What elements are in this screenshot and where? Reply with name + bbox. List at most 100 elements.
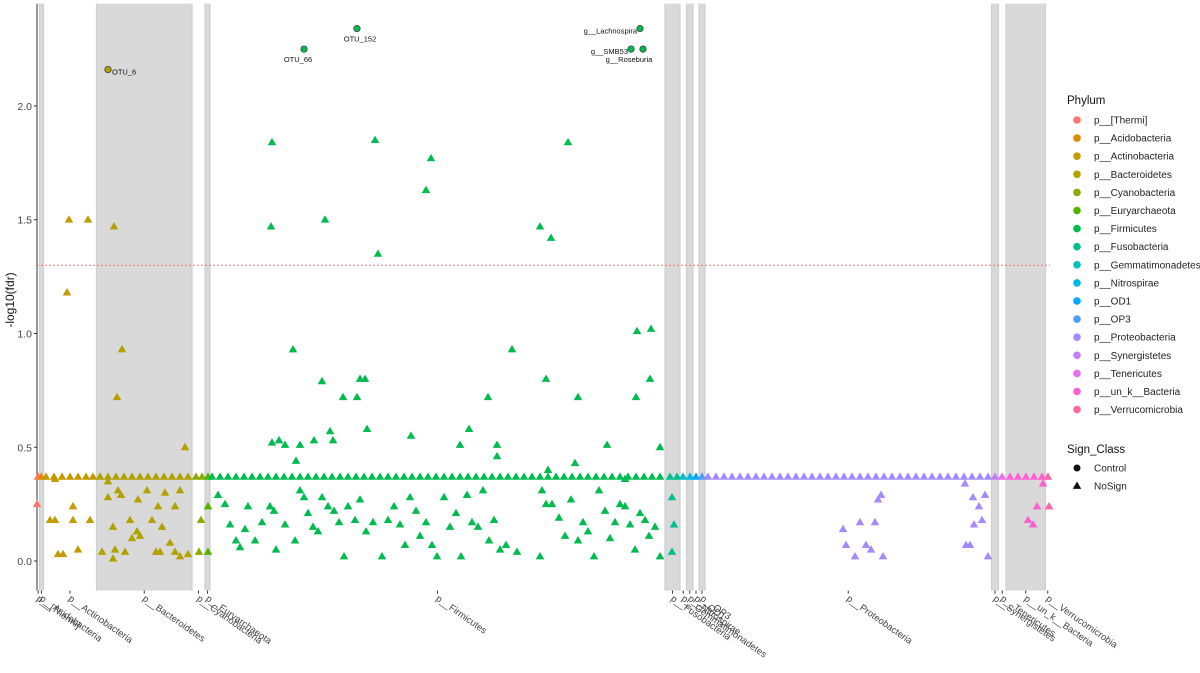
point [815,472,825,480]
point [578,517,588,526]
point [607,472,617,480]
legend-swatch [1073,297,1081,305]
point [267,137,277,146]
point [68,515,78,523]
point [535,472,545,480]
point [547,499,557,508]
x-tick-label: p__Firmicutes [433,593,488,636]
point [589,551,599,560]
legend-swatch [1073,405,1081,414]
point [135,472,145,480]
band [1006,3,1046,591]
control-point [300,45,308,53]
point [783,472,793,480]
point [439,472,449,480]
point [927,472,937,480]
point [471,472,481,480]
legend-label: p__Synergistetes [1094,351,1171,362]
point [160,488,170,496]
point [103,476,113,485]
point [535,222,545,230]
point [109,222,119,230]
point [271,472,281,480]
point [432,551,442,560]
point [951,472,961,480]
point [113,485,123,494]
point [183,549,193,558]
point [501,540,511,549]
legend-swatch [1073,116,1081,124]
point [635,508,645,517]
point [329,506,339,514]
legend-label: p__Cyanobacteria [1094,188,1176,199]
point [919,472,929,480]
point [127,472,137,480]
point [323,501,333,510]
y-tick-label: 0.0 [17,556,32,568]
point [295,440,305,448]
legend-label: p__Tenericutes [1094,369,1162,380]
point [1023,515,1033,523]
point [841,540,851,549]
point [81,472,91,480]
point [503,472,513,480]
point [640,515,650,523]
point [1028,520,1038,528]
point [605,533,615,542]
point-label: OTU_66 [284,55,312,64]
point [838,524,848,533]
point [377,551,387,560]
point [655,472,665,480]
point [1021,472,1031,480]
legend-swatch [1073,224,1081,233]
point [583,472,593,480]
point [350,515,360,523]
legend-label: p__OP3 [1094,315,1131,326]
point [632,326,642,335]
point [703,472,713,480]
point [407,472,417,480]
point [566,495,576,503]
point [108,522,118,530]
band [991,3,999,591]
point [487,472,497,480]
point [328,435,338,444]
point [831,472,841,480]
legend-label: p__OD1 [1094,297,1132,308]
point [97,547,107,555]
point [464,424,474,432]
point [546,233,556,241]
point [479,472,489,480]
point [895,472,905,480]
control-point [627,45,635,53]
point [1044,501,1054,510]
point [870,517,880,526]
point [362,424,372,432]
point [977,515,987,523]
point [165,538,175,546]
point [602,440,612,448]
point [175,551,185,560]
legend-title: Phylum [1067,95,1105,107]
legend-label: NoSign [1094,482,1127,493]
point [591,472,601,480]
point [1013,472,1023,480]
legend-swatch [1073,351,1081,360]
point [339,551,349,560]
point [543,465,553,473]
point [823,472,833,480]
point [73,472,83,480]
point [288,344,298,353]
point [257,517,267,526]
point [352,392,362,401]
point [334,517,344,526]
point [974,501,984,510]
point [196,515,206,523]
point [507,344,517,353]
point [406,431,416,439]
point [125,515,135,523]
point [455,472,465,480]
point [625,520,635,528]
point [280,520,290,528]
point [855,517,865,526]
